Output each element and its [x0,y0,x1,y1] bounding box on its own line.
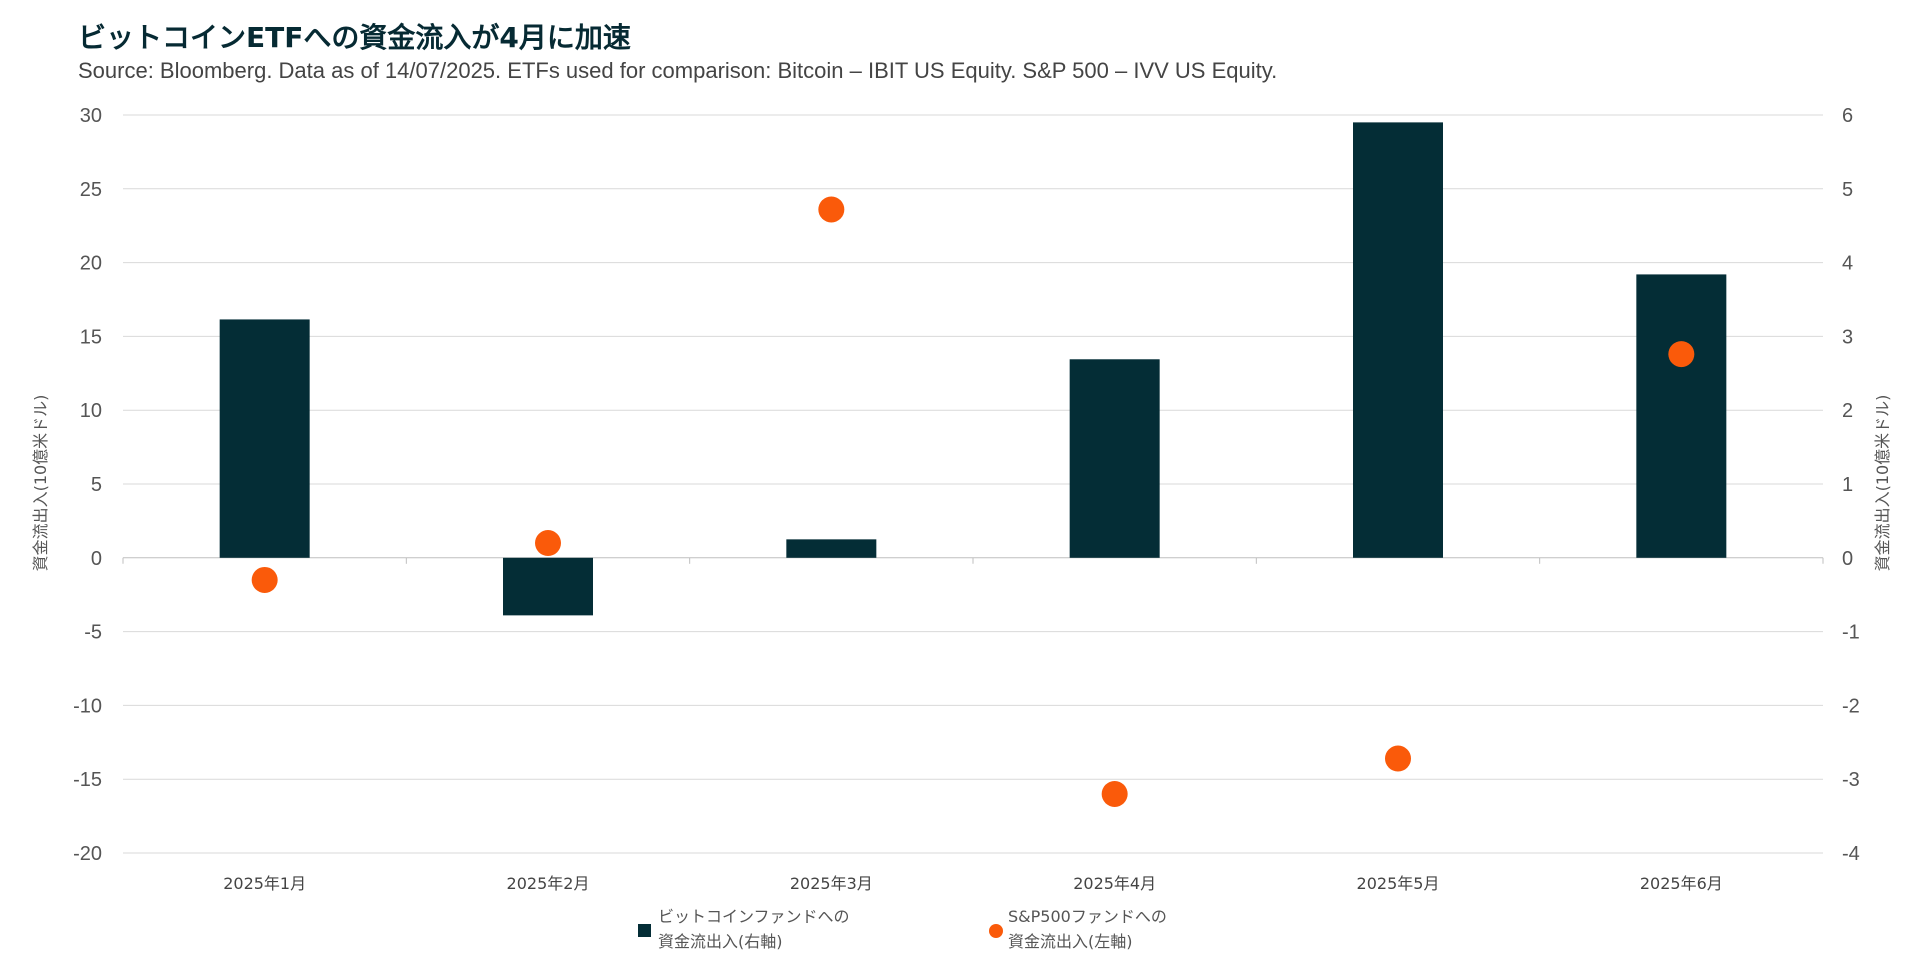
legend: ビットコインファンドへの 資金流出入(右軸) S&P500ファンドへの 資金流出… [638,907,1167,951]
bitcoin-bars [219,122,1727,616]
x-tick-label: 2025年6月 [1640,874,1723,893]
right-tick-label: -3 [1842,769,1860,791]
bitcoin-bar [1353,122,1443,558]
right-tick-label: 0 [1842,548,1853,570]
x-tick-label: 2025年2月 [507,874,590,893]
bitcoin-bar [219,319,310,558]
left-tick-label: -10 [73,695,102,717]
right-tick-label: 2 [1842,400,1853,422]
right-tick-label: -4 [1842,843,1860,865]
left-tick-label: 10 [80,400,102,422]
sp500-point [818,196,845,223]
x-tick-label: 2025年3月 [790,874,873,893]
chart-subtitle: Source: Bloomberg. Data as of 14/07/2025… [78,58,1278,83]
x-tick-label: 2025年5月 [1357,874,1440,893]
right-tick-label: -1 [1842,622,1860,644]
right-tick-label: 6 [1842,105,1853,127]
sp500-point [535,530,561,557]
chart-title: ビットコインETFへの資金流入が4月に加速 [78,21,631,54]
left-tick-label: 20 [80,253,102,275]
left-axis-title: 資金流出入(10億米ドル) [31,395,50,572]
sp500-point [251,566,278,593]
left-tick-label: 5 [91,474,102,496]
sp500-point [1101,780,1128,807]
left-tick-label: 30 [80,105,102,127]
left-tick-label: 15 [80,326,102,348]
left-tick-label: -20 [73,843,102,865]
bitcoin-bar [1069,359,1160,558]
left-tick-label: 0 [91,548,102,570]
legend-bitcoin-label-line1: ビットコインファンドへの [658,907,850,926]
sp500-point [1668,341,1695,368]
left-tick-label: -5 [84,622,102,644]
legend-bitcoin-swatch [638,924,651,937]
right-tick-label: 1 [1842,474,1853,496]
sp500-points [251,196,1695,807]
legend-sp500-label-line1: S&P500ファンドへの [1008,907,1167,926]
left-tick-label: -15 [73,769,102,791]
bitcoin-bar [786,539,877,558]
right-tick-label: 3 [1842,326,1853,348]
right-tick-label: 5 [1842,179,1853,201]
legend-bitcoin-label-line2: 資金流出入(右軸) [658,932,783,951]
right-tick-label: -2 [1842,695,1860,717]
x-axis-ticks: 2025年1月 2025年2月 2025年3月 2025年4月 2025年5月 2025年… [223,874,1723,893]
x-tick-label: 2025年4月 [1073,874,1156,893]
legend-sp500-label-line2: 資金流出入(左軸) [1008,932,1133,951]
right-axis-ticks: 6 5 4 3 2 1 0 -1 -2 -3 -4 [1842,105,1860,865]
gridlines [122,114,1824,854]
bitcoin-bar [1636,274,1727,558]
right-tick-label: 4 [1842,253,1853,275]
left-axis-ticks: 30 25 20 15 10 5 0 -5 -10 -15 -20 [73,105,102,865]
x-tick-label: 2025年1月 [223,874,306,893]
legend-sp500-swatch [989,924,1003,938]
sp500-point [1385,745,1411,772]
right-axis-title: 資金流出入(10億米ドル) [1873,395,1892,572]
bitcoin-bar [503,557,593,616]
left-tick-label: 25 [80,179,102,201]
